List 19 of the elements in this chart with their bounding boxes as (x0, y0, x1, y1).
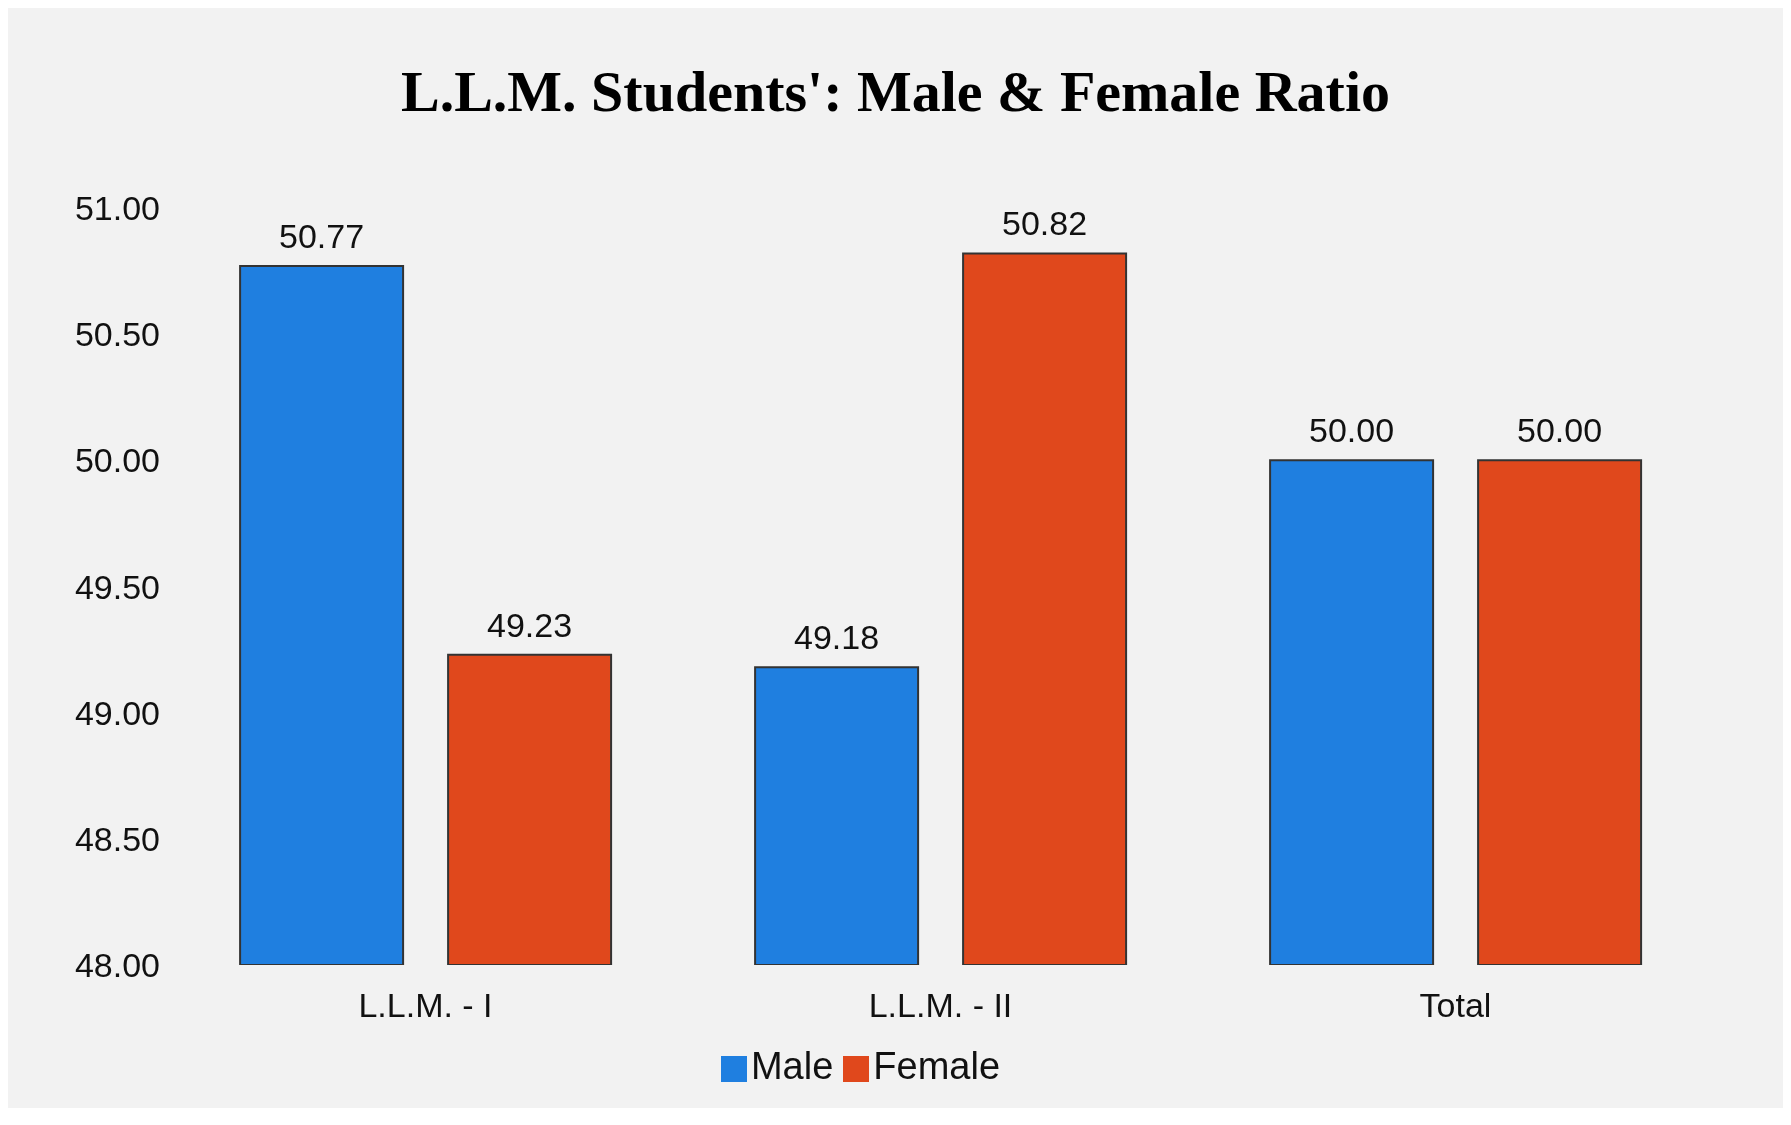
x-tick-label: L.L.M. - I (358, 986, 493, 1025)
y-tick-label: 51.00 (74, 189, 160, 228)
data-label: 50.77 (279, 217, 365, 256)
y-tick-label: 50.00 (74, 441, 160, 480)
data-label: 50.82 (1002, 204, 1088, 243)
data-label: 50.00 (1517, 411, 1603, 450)
y-tick-label: 50.50 (74, 315, 160, 354)
y-tick-label: 48.50 (74, 819, 160, 858)
legend-label: Female (873, 1045, 1001, 1087)
x-tick-label: Total (1419, 986, 1492, 1025)
legend-label: Male (750, 1045, 834, 1087)
chart-title: L.L.M. Students': Male & Female Ratio (399, 58, 1392, 126)
y-tick-label: 48.00 (74, 946, 160, 985)
data-label: 49.18 (794, 618, 880, 657)
data-label: 49.23 (487, 605, 573, 644)
x-tick-label: L.L.M. - II (868, 986, 1013, 1025)
data-label: 50.00 (1309, 411, 1395, 450)
y-tick-label: 49.00 (74, 693, 160, 732)
y-tick-label: 49.50 (74, 567, 160, 606)
